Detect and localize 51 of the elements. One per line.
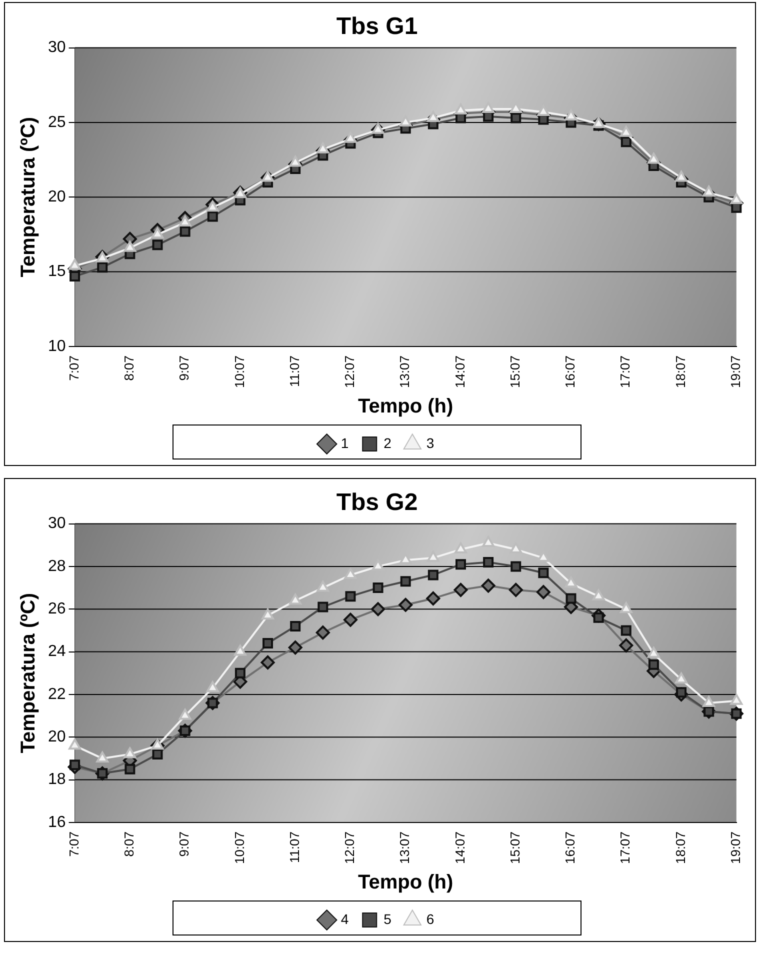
- x-tick-label: 19:07: [728, 831, 743, 864]
- x-tick-label: 16:07: [562, 831, 578, 864]
- legend-label: 3: [426, 434, 434, 451]
- y-tick-label: 20: [48, 728, 66, 746]
- x-tick-label: 10:07: [232, 355, 247, 388]
- x-tick-label: 13:07: [397, 831, 412, 864]
- x-tick-label: 12:07: [342, 355, 358, 388]
- chart-title: Tbs G1: [336, 13, 418, 40]
- x-tick-label: 11:07: [286, 831, 302, 864]
- y-tick-label: 30: [48, 515, 66, 532]
- x-tick-label: 16:07: [562, 355, 578, 388]
- chart-title: Tbs G2: [336, 489, 418, 516]
- y-tick-label: 28: [48, 558, 66, 575]
- x-tick-label: 18:07: [672, 831, 688, 864]
- legend-label: 2: [384, 434, 392, 451]
- legend-label: 6: [426, 910, 434, 927]
- y-tick-label: 25: [48, 114, 66, 131]
- y-axis-title: Temperatura (ºC): [18, 116, 40, 278]
- x-tick-label: 14:07: [452, 355, 468, 388]
- y-tick-label: 20: [48, 188, 66, 206]
- x-tick-label: 15:07: [507, 831, 522, 864]
- x-tick-label: 8:07: [122, 831, 137, 857]
- x-tick-label: 10:07: [232, 831, 247, 864]
- x-tick-label: 14:07: [452, 831, 468, 864]
- x-tick-label: 15:07: [507, 355, 522, 388]
- x-tick-label: 12:07: [342, 831, 358, 864]
- x-tick-label: 8:07: [122, 355, 137, 381]
- y-tick-label: 10: [48, 338, 66, 355]
- y-tick-label: 16: [48, 814, 66, 831]
- x-tick-label: 17:07: [618, 831, 633, 864]
- legend-label: 5: [384, 910, 392, 927]
- legend-label: 4: [340, 910, 349, 927]
- y-tick-label: 24: [48, 643, 66, 660]
- y-tick-label: 26: [48, 600, 66, 618]
- y-axis-title: Temperatura (ºC): [18, 592, 40, 754]
- x-tick-label: 17:07: [618, 355, 633, 388]
- x-tick-label: 9:07: [176, 831, 192, 857]
- x-axis-title: Tempo (h): [358, 396, 454, 418]
- legend-label: 1: [340, 434, 349, 451]
- x-tick-label: 7:07: [66, 355, 82, 381]
- y-tick-label: 22: [48, 686, 66, 703]
- x-tick-label: 13:07: [397, 355, 412, 388]
- x-axis-title: Tempo (h): [358, 872, 454, 894]
- y-tick-label: 30: [48, 39, 66, 56]
- y-tick-label: 15: [48, 263, 66, 280]
- x-tick-label: 9:07: [176, 355, 192, 381]
- x-tick-label: 7:07: [66, 831, 82, 857]
- y-tick-label: 18: [48, 771, 66, 788]
- x-tick-label: 19:07: [728, 355, 743, 388]
- x-tick-label: 18:07: [672, 355, 688, 388]
- x-tick-label: 11:07: [286, 355, 302, 388]
